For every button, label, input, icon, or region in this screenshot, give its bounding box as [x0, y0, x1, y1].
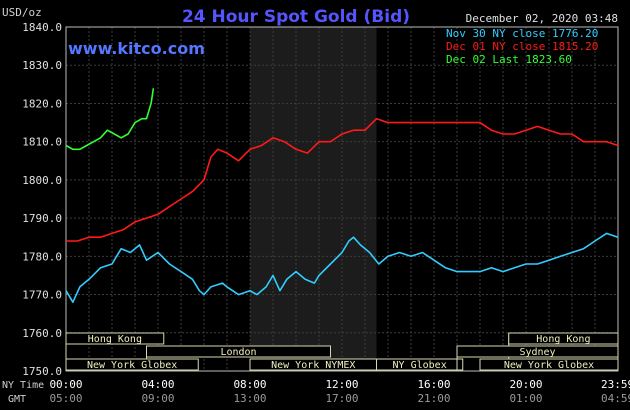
- y-tick-label: 1780.0: [22, 250, 62, 263]
- x-tick-gmt: 21:00: [417, 392, 450, 405]
- session-bar: [146, 345, 331, 358]
- x-tick-gmt: 13:00: [233, 392, 266, 405]
- y-tick-label: 1820.0: [22, 97, 62, 110]
- series-line-1: [66, 117, 619, 242]
- session-bar: [65, 332, 165, 345]
- session-label: London: [220, 347, 256, 358]
- y-tick-label: 1800.0: [22, 174, 62, 187]
- session-bar: [508, 332, 619, 345]
- x-tick-ny: 20:00: [509, 378, 542, 391]
- y-tick-label: 1810.0: [22, 136, 62, 149]
- session-label: New York Globex: [87, 360, 177, 371]
- y-tick-label: 1750.0: [22, 365, 62, 378]
- x-tick-ny: 23:59: [601, 378, 630, 391]
- session-bar: [479, 358, 619, 371]
- y-tick-label: 1830.0: [22, 59, 62, 72]
- x-tick-ny: 08:00: [233, 378, 266, 391]
- y-tick-label: 1760.0: [22, 327, 62, 340]
- series-line-2: [65, 88, 155, 151]
- session-bar: [65, 358, 199, 371]
- legend-entry-dec02: Dec 02 Last 1823.60: [446, 53, 572, 66]
- legend-entry-nov30: Nov 30 NY close 1776.20: [446, 27, 598, 40]
- session-label: Sydney: [519, 347, 555, 358]
- y-tick-label: 1840.0: [22, 21, 62, 34]
- x-tick-ny: 16:00: [417, 378, 450, 391]
- x-tick-ny: 12:00: [325, 378, 358, 391]
- series-line-0: [65, 232, 619, 303]
- market-session-bars: Hong Kong London New York Globex New York N…: [65, 332, 619, 371]
- x-tick-gmt: 01:00: [509, 392, 542, 405]
- x-tick-ny: 00:00: [49, 378, 82, 391]
- x-tick-ny: 04:00: [141, 378, 174, 391]
- gmt-row-label: GMT: [8, 394, 26, 405]
- ny-time-row-label: NY Time: [2, 380, 44, 391]
- nymex-shaded-region: [250, 27, 377, 371]
- y-unit-label: USD/oz: [2, 6, 42, 19]
- chart-title: 24 Hour Spot Gold (Bid): [182, 7, 410, 27]
- y-axis-ticks: 1750.0 1760.0 1770.0 1780.0 1790.0 1800.0 1810…: [22, 21, 62, 378]
- session-label: Hong Kong: [88, 334, 142, 345]
- y-tick-label: 1790.0: [22, 212, 62, 225]
- session-label: New York Globex: [504, 360, 594, 371]
- x-tick-gmt: 05:00: [49, 392, 82, 405]
- session-bar: [456, 345, 619, 358]
- session-label: Hong Kong: [536, 334, 590, 345]
- x-tick-gmt: 17:00: [325, 392, 358, 405]
- session-label: NY Globex: [393, 360, 447, 371]
- y-tick-label: 1770.0: [22, 289, 62, 302]
- session-label: New York NYMEX: [271, 360, 355, 371]
- legend-entry-dec01: Dec 01 NY close 1815.20: [446, 40, 598, 53]
- x-tick-gmt: 09:00: [141, 392, 174, 405]
- plot-frame: [65, 26, 619, 372]
- legend: Nov 30 NY close 1776.20 Dec 01 NY close …: [446, 27, 598, 66]
- x-tick-gmt: 04:59: [601, 392, 630, 405]
- timestamp: December 02, 2020 03:48: [466, 12, 618, 25]
- series-lines: [65, 88, 619, 303]
- session-bar: [376, 358, 464, 371]
- kitco-watermark: www.kitco.com: [68, 39, 205, 58]
